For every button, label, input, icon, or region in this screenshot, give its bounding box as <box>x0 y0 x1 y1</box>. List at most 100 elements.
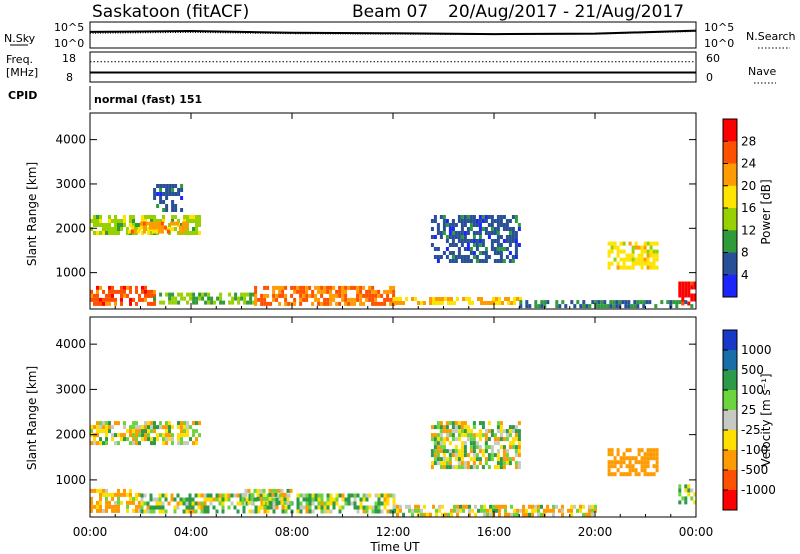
heatmap-cell <box>141 231 144 235</box>
heatmap-cell <box>240 296 244 301</box>
heatmap-cell <box>646 249 650 254</box>
heatmap-cell <box>505 247 509 251</box>
heatmap-cell <box>483 301 486 305</box>
heatmap-cell <box>649 241 653 246</box>
heatmap-cell <box>499 223 503 227</box>
heatmap-cell <box>96 219 99 223</box>
heatmap-cell <box>432 297 435 301</box>
heatmap-cell <box>490 231 494 235</box>
heatmap-cell <box>136 229 140 234</box>
heatmap-cell <box>153 421 156 426</box>
heatmap-cell <box>114 227 117 231</box>
heatmap-cell <box>278 301 282 306</box>
heatmap-cell <box>281 285 285 290</box>
heatmap-cell <box>484 445 488 450</box>
heatmap-cell <box>99 508 102 513</box>
heatmap-cell <box>242 505 246 510</box>
heatmap-cell <box>213 300 217 305</box>
heatmap-cell <box>162 300 166 305</box>
heatmap-cell <box>496 227 500 231</box>
heatmap-cell <box>646 448 650 453</box>
heatmap-region-5 <box>430 421 521 470</box>
heatmap-cell <box>347 493 351 498</box>
heatmap-cell <box>510 504 513 509</box>
heatmap-cell <box>332 501 336 506</box>
heatmap-cell <box>320 293 324 298</box>
heatmap-cell <box>469 259 473 263</box>
heatmap-cell <box>478 243 482 247</box>
heatmap-cell <box>591 300 595 305</box>
heatmap-cell <box>165 208 169 212</box>
heatmap-cell <box>625 472 629 477</box>
heatmap-cell <box>108 231 111 235</box>
heatmap-cell <box>365 509 369 514</box>
power-colorbar-tick-label: 24 <box>741 157 756 171</box>
heatmap-cell <box>135 227 138 231</box>
heatmap-cell <box>646 261 650 266</box>
heatmap-cell <box>308 505 312 510</box>
heatmap-cell <box>442 251 446 255</box>
heatmap-cell <box>433 457 437 462</box>
heatmap-cell <box>546 504 549 509</box>
heatmap-cell <box>362 301 366 306</box>
heatmap-cell <box>684 300 688 305</box>
heatmap-cell <box>93 437 96 442</box>
heatmap-cell <box>433 437 437 442</box>
heatmap-cell <box>436 421 440 426</box>
heatmap-cell <box>129 488 132 493</box>
heatmap-cell <box>120 219 123 223</box>
heatmap-cell <box>499 425 503 430</box>
heatmap-cell <box>275 293 279 298</box>
heatmap-cell <box>411 297 414 301</box>
heatmap-cell <box>552 504 555 509</box>
heatmap-cell <box>463 231 467 235</box>
heatmap-cell <box>268 488 272 493</box>
heatmap-cell <box>171 204 175 208</box>
heatmap-cell <box>177 192 181 196</box>
heatmap-cell <box>156 192 160 196</box>
heatmap-cell <box>180 292 184 297</box>
heatmap-cell <box>198 231 201 235</box>
heatmap-cell <box>678 492 682 497</box>
heatmap-cell <box>185 505 189 510</box>
heatmap-cell <box>96 508 99 513</box>
heatmap-cell <box>256 496 260 501</box>
heatmap-cell <box>105 496 108 501</box>
heatmap-cell <box>144 421 147 426</box>
heatmap-cell <box>155 501 159 506</box>
heatmap-cell <box>511 239 515 243</box>
heatmap-cell <box>511 445 515 450</box>
heatmap-cell <box>439 437 443 442</box>
heatmap-cell <box>631 257 635 262</box>
heatmap-cell <box>138 492 141 497</box>
heatmap-cell <box>254 497 258 502</box>
heatmap-cell <box>311 493 315 498</box>
heatmap-cell <box>326 493 330 498</box>
heatmap-cell <box>172 221 176 226</box>
velocity-colorbar-segment <box>723 430 737 451</box>
heatmap-cell <box>433 219 437 223</box>
heatmap-cell <box>272 505 276 510</box>
heatmap-cell <box>123 289 126 294</box>
heatmap-cell <box>514 239 518 243</box>
heatmap-cell <box>386 297 390 302</box>
heatmap-cell <box>693 492 697 497</box>
heatmap-cell <box>206 509 210 514</box>
nsearch-label: N.Search <box>746 30 796 43</box>
xaxis-label: Time UT <box>369 540 420 554</box>
heatmap-cell <box>320 289 324 294</box>
heatmap-cell <box>278 289 282 294</box>
heatmap-cell <box>463 445 467 450</box>
heatmap-cell <box>493 453 497 458</box>
heatmap-cell <box>99 421 102 426</box>
heatmap-cell <box>628 472 632 477</box>
heatmap-cell <box>195 223 198 227</box>
heatmap-cell <box>514 235 518 239</box>
heatmap-cell <box>505 433 509 438</box>
heatmap-cell <box>483 504 486 509</box>
heatmap-cell <box>652 261 656 266</box>
heatmap-cell <box>445 425 449 430</box>
heatmap-cell <box>194 509 198 514</box>
heatmap-cell <box>609 304 613 309</box>
heatmap-cell <box>622 257 626 262</box>
